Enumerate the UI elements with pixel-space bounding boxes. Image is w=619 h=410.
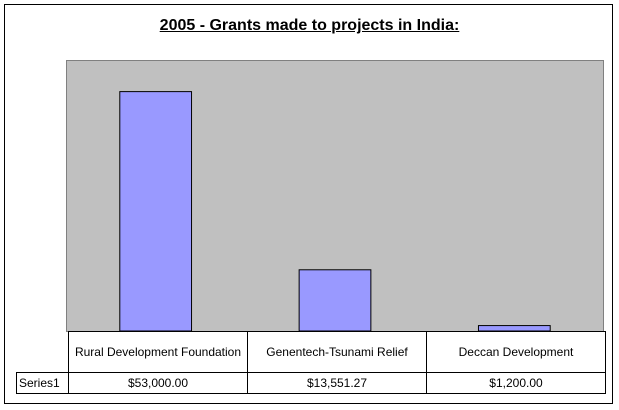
data-table: Rural Development Foundation Genentech-T… — [16, 331, 606, 394]
category-row: Rural Development Foundation Genentech-T… — [16, 331, 606, 373]
category-label: Rural Development Foundation — [68, 331, 248, 373]
category-label: Genentech-Tsunami Relief — [247, 331, 427, 373]
value-label: $53,000.00 — [68, 372, 248, 394]
series-row: Series1 $53,000.00 $13,551.27 $1,200.00 — [16, 372, 606, 394]
bar-0 — [119, 91, 193, 332]
series-name: Series1 — [16, 372, 69, 394]
value-label: $1,200.00 — [426, 372, 606, 394]
category-label: Deccan Development — [426, 331, 606, 373]
value-label: $13,551.27 — [247, 372, 427, 394]
bar-1 — [298, 269, 372, 332]
chart-title: 2005 - Grants made to projects in India: — [159, 17, 460, 34]
table-corner — [16, 331, 69, 373]
bar-2 — [477, 325, 551, 332]
